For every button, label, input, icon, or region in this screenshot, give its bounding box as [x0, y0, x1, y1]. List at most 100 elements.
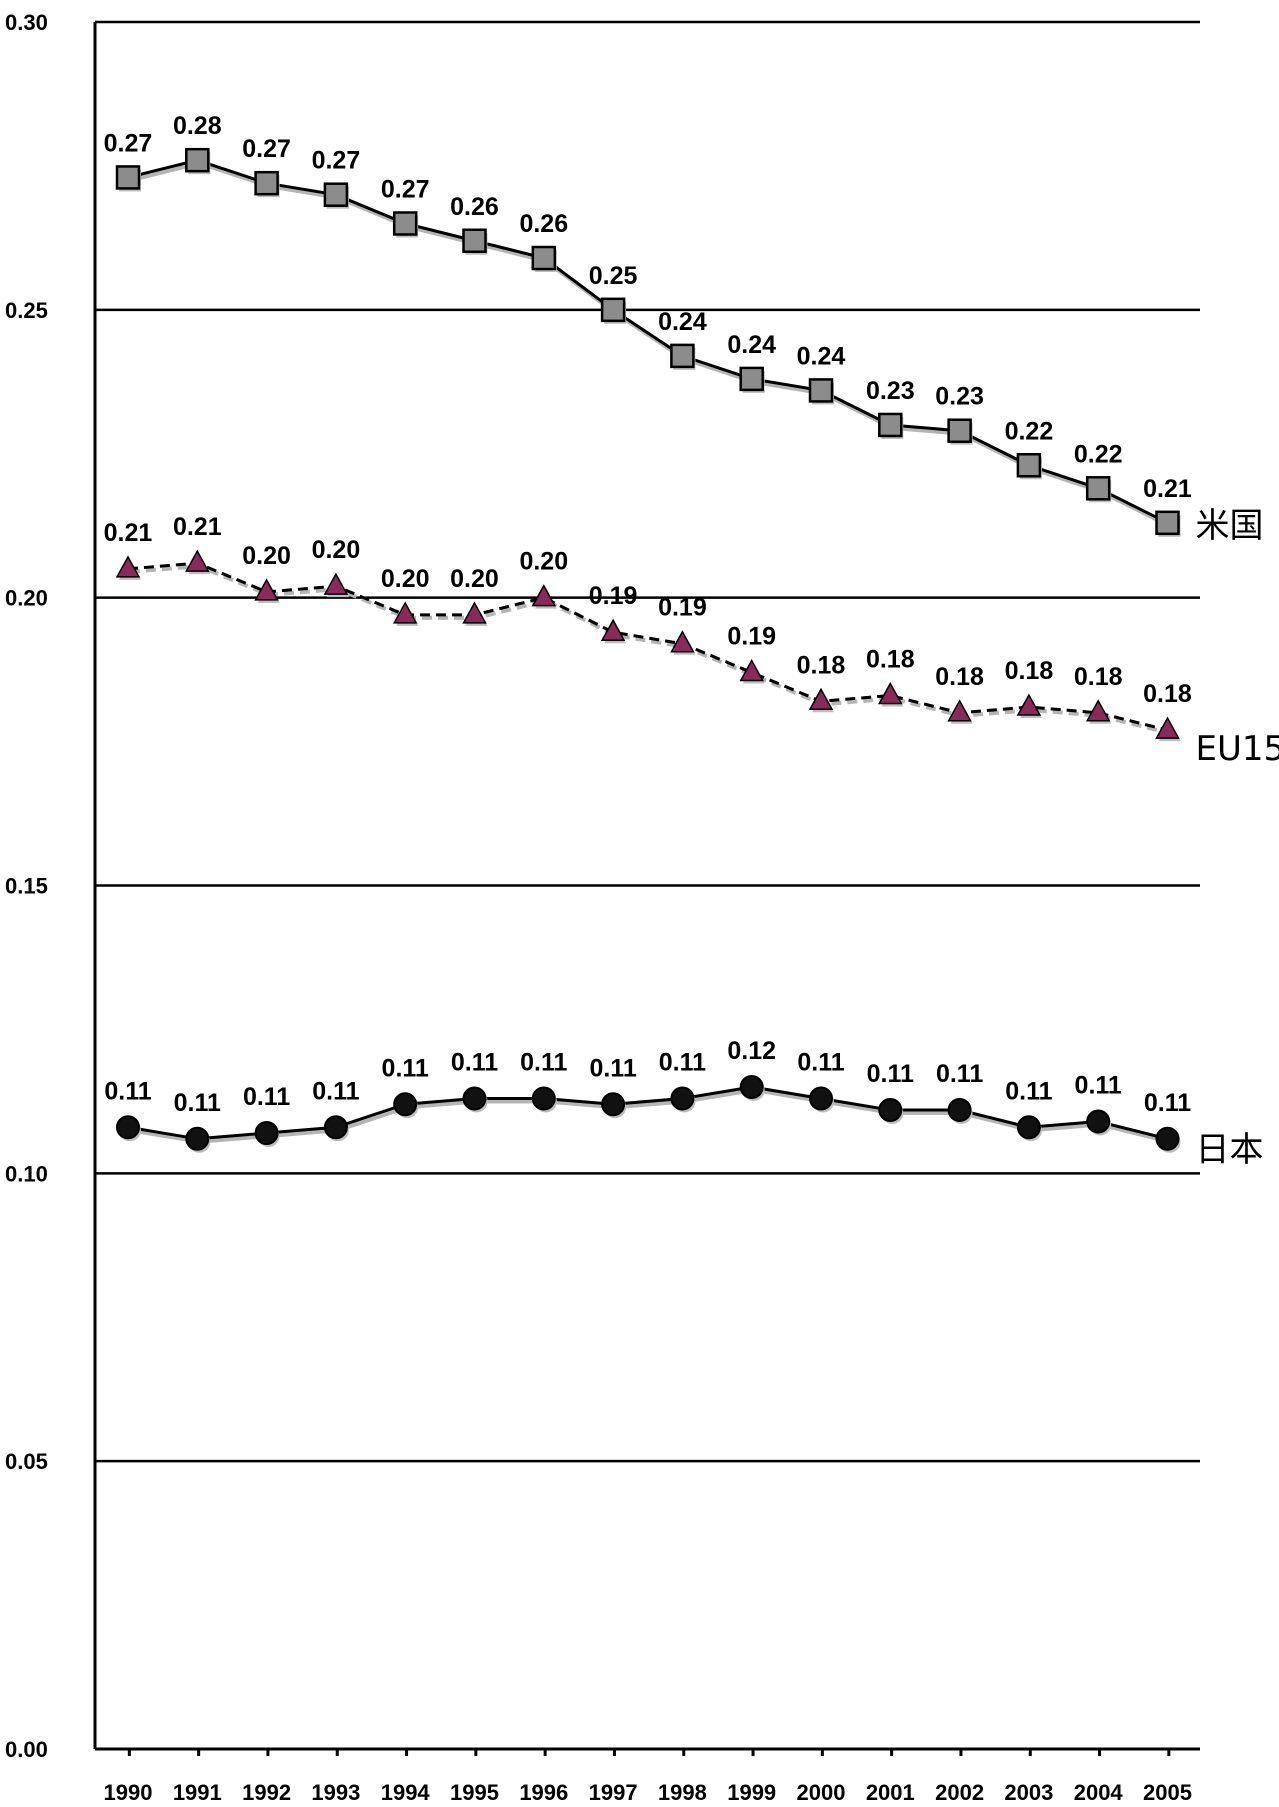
series-name-label: 日本	[1196, 1130, 1264, 1170]
x-tick-label: 1993	[311, 1780, 360, 1805]
series-line	[127, 1085, 1168, 1141]
y-tick-label: 0.20	[5, 586, 48, 611]
series-line	[127, 158, 1169, 525]
x-tick-label: 1998	[658, 1780, 707, 1805]
series-1: 0.27 0.28 0.27 0.27 0.27 0.26 0.26 0.25 0.24 0.24…	[104, 112, 1264, 546]
data-label: 0.11	[243, 1083, 290, 1111]
data-point-circle	[878, 1098, 903, 1123]
x-tick-label: 2005	[1143, 1780, 1192, 1805]
series: 0.27 0.28 0.27 0.27 0.27 0.26 0.26 0.25 0.24 0.24…	[104, 112, 1279, 1170]
y-tick-label: 0.25	[5, 298, 48, 323]
data-point-triangle	[1016, 693, 1042, 716]
data-label: 0.19	[658, 594, 707, 622]
data-point-square	[739, 366, 764, 392]
y-tick-label: 0.00	[5, 1737, 48, 1762]
data-label: 0.24	[797, 342, 846, 370]
data-label: 0.11	[520, 1048, 567, 1076]
data-point-circle	[1155, 1126, 1180, 1151]
data-label: 0.18	[935, 663, 984, 691]
data-point-triangle	[808, 687, 834, 711]
series-2: 0.21 0.21 0.20 0.20 0.20 0.20 0.20 0.19 0.19 0.19…	[104, 513, 1279, 769]
data-point-triangle	[739, 658, 764, 682]
axes	[93, 22, 1200, 1751]
series-name-label: 米国	[1196, 506, 1264, 546]
data-label: 0.27	[312, 147, 361, 175]
data-point-square	[1016, 453, 1042, 478]
y-tick-label: 0.30	[5, 10, 48, 35]
data-label: 0.21	[104, 519, 153, 547]
data-label: 0.27	[104, 129, 153, 157]
data-point-triangle	[1085, 699, 1111, 722]
x-tick-label: 2004	[1074, 1780, 1124, 1805]
data-point-square	[600, 297, 626, 323]
data-label: 0.18	[797, 651, 846, 679]
data-label: 0.19	[589, 582, 638, 610]
data-label: 0.27	[242, 135, 291, 163]
data-label: 0.21	[1143, 475, 1192, 503]
data-point-square	[878, 412, 903, 438]
x-tick-label: 1996	[519, 1780, 568, 1805]
data-label: 0.20	[242, 542, 291, 570]
data-label: 0.19	[727, 623, 776, 651]
series-name-label: EU15	[1196, 729, 1279, 769]
x-tick-label: 1997	[589, 1780, 638, 1805]
data-point-square	[392, 211, 418, 236]
data-point-triangle	[600, 618, 626, 641]
data-label: 0.11	[1005, 1077, 1052, 1105]
data-point-square	[808, 378, 834, 403]
data-point-triangle	[670, 630, 695, 653]
data-label: 0.11	[174, 1089, 221, 1117]
data-point-triangle	[878, 681, 903, 705]
data-point-triangle	[947, 699, 972, 722]
data-label: 0.25	[589, 262, 638, 290]
data-point-circle	[601, 1092, 626, 1117]
data-label: 0.24	[727, 331, 776, 359]
x-tick-label: 2002	[935, 1780, 984, 1805]
data-point-circle	[462, 1086, 487, 1111]
x-tick-label: 1990	[104, 1780, 153, 1805]
data-label: 0.20	[450, 565, 499, 593]
data-point-triangle	[462, 601, 487, 624]
data-label: 0.11	[451, 1048, 498, 1076]
data-label: 0.11	[589, 1054, 636, 1082]
data-point-circle	[116, 1115, 140, 1140]
data-point-square	[1085, 476, 1111, 501]
data-label: 0.18	[1074, 663, 1123, 691]
series-line-shadow	[129, 564, 1170, 736]
x-tick-label: 1999	[727, 1780, 776, 1805]
data-label: 0.11	[312, 1077, 359, 1105]
data-label: 0.11	[104, 1077, 151, 1105]
data-point-triangle	[392, 601, 418, 624]
x-tick-label: 2001	[866, 1780, 915, 1805]
data-point-circle	[947, 1098, 972, 1123]
x-axis-ticks: 1990 1991 1992 1993 1994 1995 1996 1997 1998 1999…	[104, 1749, 1192, 1805]
data-point-triangle	[531, 584, 557, 607]
data-label: 0.18	[1143, 680, 1192, 708]
data-label: 0.11	[867, 1060, 914, 1088]
data-point-circle	[1016, 1115, 1041, 1140]
data-label: 0.11	[1075, 1072, 1122, 1100]
data-label: 0.20	[519, 548, 568, 576]
x-tick-label: 1994	[381, 1780, 431, 1805]
data-point-square	[254, 170, 279, 196]
data-label: 0.18	[1005, 657, 1054, 685]
data-label: 0.28	[173, 112, 222, 140]
x-tick-label: 1995	[450, 1780, 499, 1805]
data-label: 0.22	[1005, 417, 1054, 445]
data-label: 0.18	[866, 646, 915, 674]
data-point-triangle	[254, 578, 279, 601]
data-label: 0.11	[797, 1048, 844, 1076]
data-label: 0.26	[519, 210, 568, 238]
data-label: 0.12	[727, 1037, 776, 1065]
series-line	[127, 561, 1168, 732]
data-label: 0.11	[659, 1048, 706, 1076]
y-tick-label: 0.10	[5, 1161, 48, 1186]
data-point-square	[462, 228, 487, 254]
data-point-circle	[739, 1074, 764, 1099]
data-label: 0.20	[312, 536, 361, 564]
y-axis-ticks: 0.00 0.05 0.10 0.15 0.20 0.25 0.30	[5, 10, 48, 1762]
x-tick-label: 1991	[173, 1780, 222, 1805]
data-point-circle	[323, 1115, 348, 1140]
x-tick-label: 1992	[242, 1780, 291, 1805]
